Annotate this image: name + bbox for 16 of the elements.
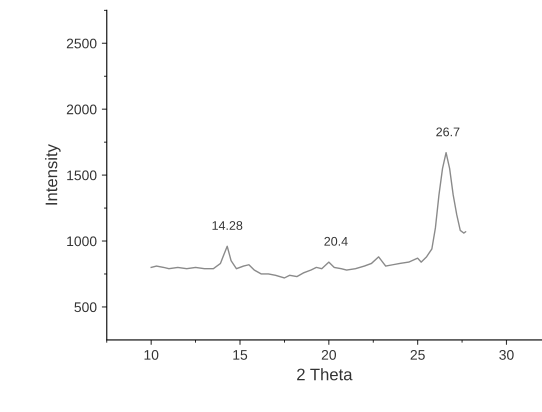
x-axis-title: 2 Theta	[297, 368, 352, 380]
y-tick-label: 1000	[67, 236, 97, 246]
x-tick-label: 30	[499, 350, 514, 360]
y-tick-label: 1500	[67, 170, 97, 180]
y-tick-label: 2000	[66, 104, 97, 114]
annotation: 26.7	[436, 127, 460, 136]
x-tick-label: 20	[322, 350, 336, 360]
x-tick-label: 25	[410, 350, 425, 360]
annotation: 20.4	[324, 236, 348, 246]
x-tick-label: 10	[144, 350, 158, 360]
y-axis-title: Intensity	[45, 144, 61, 205]
annotation: 14.28	[212, 221, 242, 230]
x-tick-label: 15	[233, 350, 248, 360]
y-tick-label: 2500	[66, 38, 97, 48]
line-series	[150, 152, 466, 279]
y-tick-label: 500	[74, 302, 97, 312]
